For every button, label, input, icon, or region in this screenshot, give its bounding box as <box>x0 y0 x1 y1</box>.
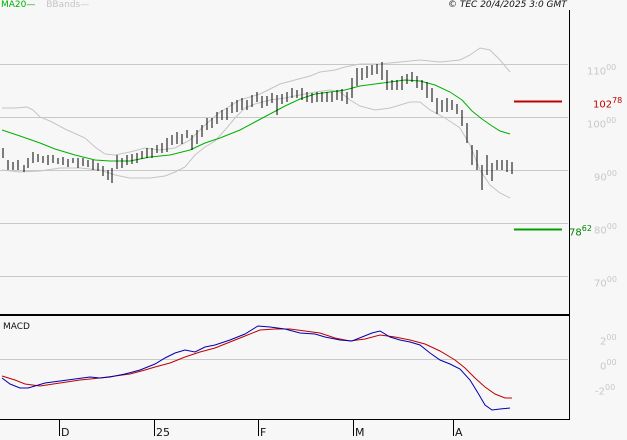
price-axis-label: 7000 <box>594 275 617 290</box>
macd-axis-label: 200 <box>600 333 617 348</box>
x-axis-label: A <box>455 426 463 439</box>
bbands-upper <box>2 47 511 156</box>
x-axis-label: M <box>355 426 365 439</box>
macd-line <box>1 325 511 411</box>
price-gridlines <box>0 64 568 360</box>
resistance-label: 10278 <box>593 96 623 111</box>
x-axis-label: 25 <box>156 426 170 439</box>
chart-legend: MA20— BBands— <box>1 0 89 11</box>
price-axis-label: 9000 <box>594 169 617 184</box>
x-ticks <box>59 419 454 436</box>
price-axis-label: 8000 <box>594 222 617 237</box>
macd-axis-label: 000 <box>600 358 617 373</box>
ma20-line <box>1 79 511 162</box>
support-label: 7862 <box>569 224 592 239</box>
copyright-timestamp: © TEC 20/4/2025 3:0 GMT <box>448 0 567 10</box>
price-axis-label: 11000 <box>587 63 617 78</box>
x-axis-label: D <box>61 426 70 439</box>
macd-title: MACD <box>3 322 30 332</box>
price-bars <box>2 62 513 190</box>
legend-ma20: MA20— <box>1 0 36 10</box>
legend-bbands: BBands— <box>46 0 90 10</box>
price-axis-label: 10000 <box>587 116 617 131</box>
macd-signal-line <box>1 328 512 399</box>
x-axis-label: F <box>260 426 267 439</box>
macd-axis-label: -200 <box>595 383 616 398</box>
bbands-lower <box>1 89 511 199</box>
